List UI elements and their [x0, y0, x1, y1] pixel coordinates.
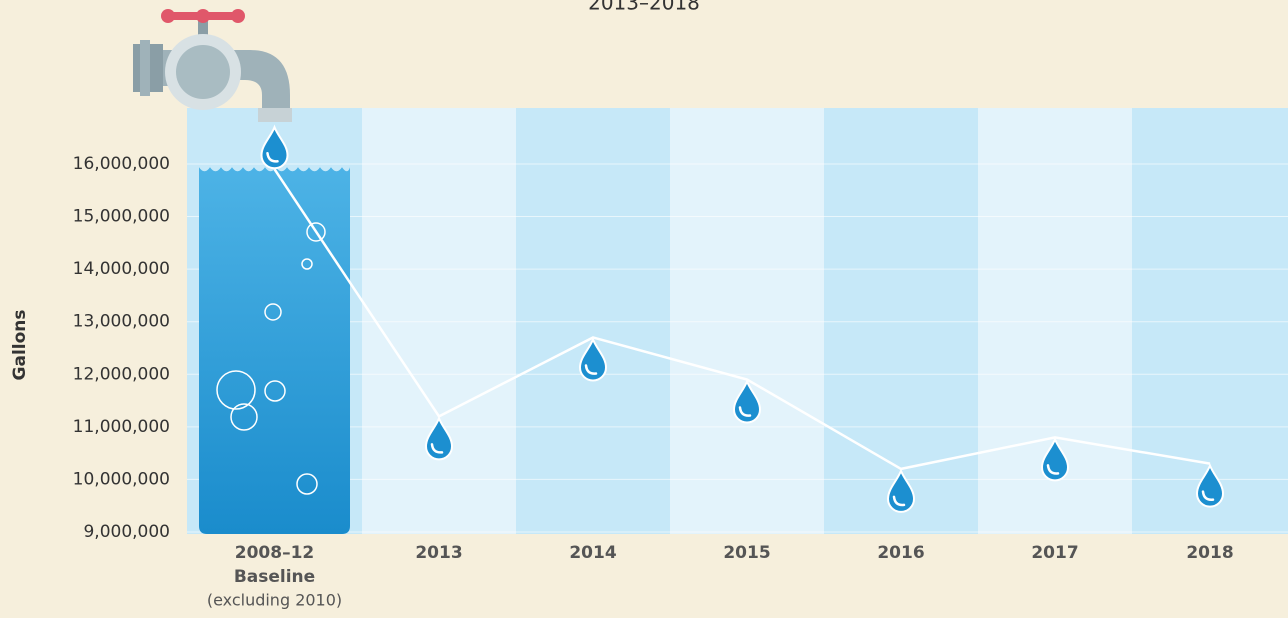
band: [824, 108, 978, 534]
baseline-bar-group: [199, 167, 350, 535]
x-tick-label: 2013: [415, 543, 462, 563]
drop-highlight: [1046, 464, 1060, 475]
bubble: [216, 370, 256, 410]
y-tick-label: 9,000,000: [83, 522, 170, 542]
y-tick-label: 14,000,000: [73, 259, 170, 279]
drop-highlight: [430, 443, 444, 454]
drop-highlight: [266, 151, 279, 163]
y-tick-label: 15,000,000: [73, 207, 170, 227]
x-tick-label: 2015: [723, 543, 770, 563]
bubble: [264, 380, 286, 402]
x-tick-label: 2008–12: [235, 543, 314, 563]
bubble: [306, 222, 326, 242]
y-tick-label: 16,000,000: [73, 154, 170, 174]
x-tick-label: 2014: [569, 543, 616, 563]
bubble: [264, 303, 282, 321]
y-tick-label: 13,000,000: [73, 312, 170, 332]
y-tick-label: 11,000,000: [73, 417, 170, 437]
baseline-bar: [199, 167, 350, 535]
drop-highlight: [584, 364, 598, 375]
bubble: [301, 258, 313, 270]
x-tick-label: 2017: [1031, 543, 1078, 563]
band: [362, 108, 516, 534]
x-tick-note: (excluding 2010): [207, 591, 342, 610]
x-tick-label: 2018: [1186, 543, 1233, 563]
x-tick-label: 2016: [877, 543, 924, 563]
band: [670, 108, 824, 534]
bands: [187, 108, 1288, 534]
drop-highlight: [738, 406, 752, 417]
y-axis-label: Gallons: [10, 310, 30, 381]
y-tick-label: 10,000,000: [73, 469, 170, 489]
plot: 9,000,000 10,000,000 11,000,000 12,000,000 1…: [73, 124, 1234, 610]
chart-subtitle: 2013–2018: [588, 0, 700, 15]
x-tick-sublabel: Baseline: [234, 567, 315, 587]
band: [516, 108, 670, 534]
grid: [187, 163, 1288, 533]
bubble: [296, 473, 318, 495]
y-tick-label: 12,000,000: [73, 364, 170, 384]
drop-highlight: [892, 495, 906, 507]
bubble: [230, 403, 258, 431]
faucet: [133, 9, 292, 122]
drop-highlight: [1201, 490, 1215, 501]
